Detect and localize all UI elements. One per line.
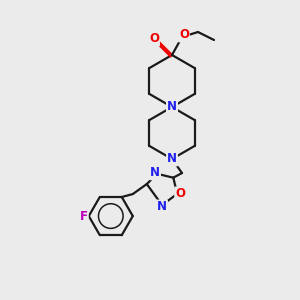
Text: O: O [179,28,189,41]
Text: N: N [150,166,160,179]
Text: O: O [175,188,185,200]
Text: N: N [157,200,167,214]
Text: O: O [149,32,159,46]
Text: N: N [167,100,177,113]
Text: F: F [80,210,88,223]
Text: N: N [167,152,177,166]
Text: N: N [167,100,177,113]
